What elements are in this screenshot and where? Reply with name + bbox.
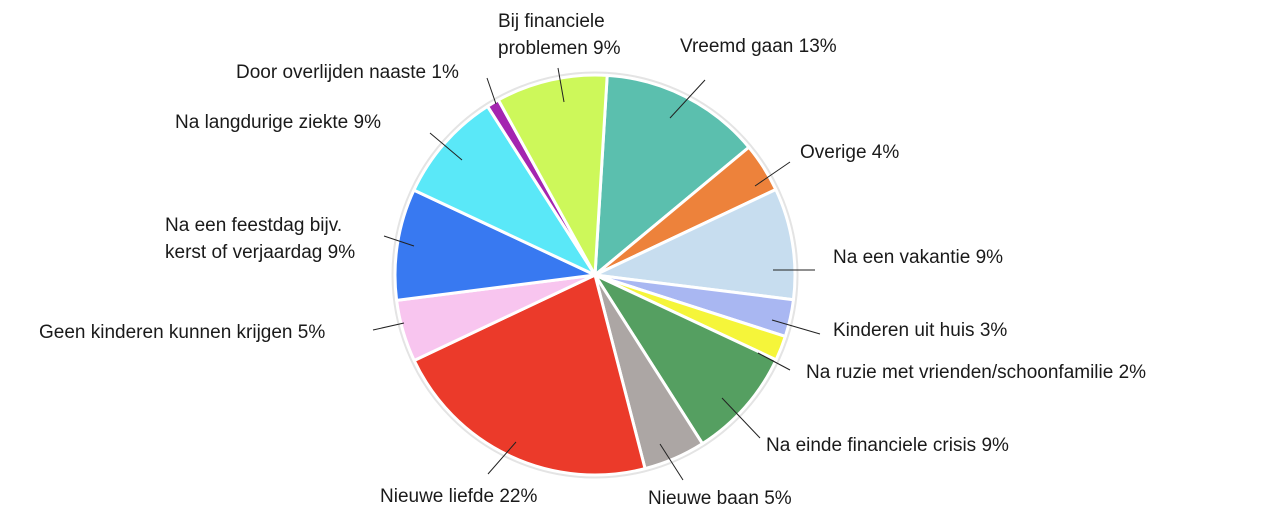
slice-label-9: Na een feestdag bijv. kerst of verjaardag… [165,215,355,263]
leader-line-12 [557,67,565,103]
pie-slice-12 [496,73,609,277]
leader-line-8 [372,322,405,331]
slice-label-0: Vreemd gaan 13% [680,36,837,57]
slice-label-10: Na langdurige ziekte 9% [175,112,381,133]
slice-label-12: Bij financiele problemen 9% [498,11,621,59]
slice-label-6: Nieuwe baan 5% [648,488,792,509]
leader-line-9 [383,235,415,247]
leader-line-0 [669,79,706,119]
slice-label-line: Geen kinderen kunnen krijgen 5% [39,322,325,343]
slice-label-1: Overige 4% [800,142,899,163]
slice-label-5: Na einde financiele crisis 9% [766,435,1009,456]
slice-label-7: Nieuwe liefde 22% [380,486,537,507]
pie-slice-7 [412,273,647,477]
leader-line-4 [757,352,791,371]
leader-line-7 [487,441,517,475]
slice-label-4: Na ruzie met vrienden/schoonfamilie 2% [806,362,1146,383]
slice-label-2: Na een vakantie 9% [833,247,1003,268]
pie-slice-9 [393,188,597,302]
slice-label-line: Overige 4% [800,142,899,163]
slice-label-line: Kinderen uit huis 3% [833,320,1007,341]
leader-line-10 [429,132,463,161]
slice-label-line: Bij financiele [498,11,605,32]
pie-outline [391,71,799,479]
leader-line-1 [754,161,791,187]
leader-line-6 [659,443,684,481]
slice-label-line: Nieuwe liefde 22% [380,486,537,507]
slice-label-3: Kinderen uit huis 3% [833,320,1007,341]
slice-label-line: Vreemd gaan 13% [680,36,837,57]
leader-line-11 [486,77,497,105]
slice-label-line: Nieuwe baan 5% [648,488,792,509]
pie-slice-0 [593,73,751,277]
slice-label-11: Door overlijden naaste 1% [236,62,459,83]
leader-line-3 [771,319,821,335]
pie-slice-5 [593,273,778,446]
slice-label-line: Door overlijden naaste 1% [236,62,459,83]
slice-label-8: Geen kinderen kunnen krijgen 5% [39,322,325,343]
slice-label-line: Na ruzie met vrienden/schoonfamilie 2% [806,362,1146,383]
pie-slice-10 [412,104,597,277]
leader-line-5 [721,397,761,439]
slice-label-line: Na een vakantie 9% [833,247,1003,268]
slice-label-line: Na einde financiele crisis 9% [766,435,1009,456]
slice-label-line: Na een feestdag bijv. [165,215,342,236]
slice-label-line: problemen 9% [498,38,621,59]
slice-label-line: Na langdurige ziekte 9% [175,112,381,133]
pie-slice-2 [593,188,797,302]
slice-label-line: kerst of verjaardag 9% [165,242,355,263]
